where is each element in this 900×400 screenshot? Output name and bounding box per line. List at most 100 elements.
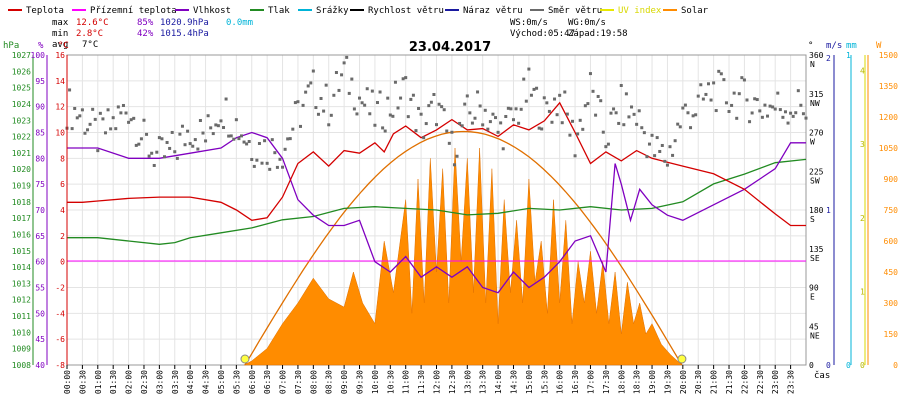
wind-dir-point <box>370 89 374 93</box>
wind-dir-point <box>658 149 662 153</box>
wind-dir-point <box>121 103 125 107</box>
wind-dir-point <box>442 108 446 112</box>
wind-dir-point <box>499 121 503 125</box>
wind-dir-point <box>558 93 562 97</box>
tick-hpa: 1020 <box>12 165 31 174</box>
wind-dir-point <box>368 112 372 116</box>
tick-solar: 450 <box>884 268 899 277</box>
wind-dir-point <box>424 122 428 126</box>
wind-dir-point <box>591 89 595 93</box>
tick-hpa: 1016 <box>12 230 31 239</box>
tick-celsius: -6 <box>55 335 65 344</box>
tick-time: 22:30 <box>756 370 765 394</box>
tick-time: 06:00 <box>248 370 257 394</box>
axis-label-solar: W <box>876 41 882 51</box>
wind-dir-point <box>496 130 500 134</box>
tick-percent: 45 <box>35 335 45 344</box>
wind-dir-point <box>209 126 213 130</box>
wind-dir-point <box>501 147 505 151</box>
wind-dir-point <box>388 113 392 117</box>
wind-dir-point <box>563 90 567 94</box>
tick-time: 19:30 <box>663 370 672 394</box>
wind-dir-point <box>627 115 631 119</box>
wind-dir-point <box>83 131 87 135</box>
tick-solar: 1350 <box>879 82 898 91</box>
legend-label-pocitova: Přízemní teplota <box>90 6 177 16</box>
wind-dir-point <box>463 102 467 106</box>
wind-dir-point <box>132 116 136 120</box>
tick-celsius: 10 <box>55 129 65 138</box>
wind-dir-point <box>714 109 718 113</box>
wind-dir-point <box>760 115 764 119</box>
wind-dir-point <box>150 151 154 155</box>
solar-area <box>243 147 683 366</box>
tick-time: 17:00 <box>586 370 595 394</box>
wind-dir-point <box>447 141 451 145</box>
wind-dir-point <box>640 126 644 130</box>
wind-dir-point <box>783 110 787 114</box>
tick-solar: 300 <box>884 299 899 308</box>
wind-dir-point <box>766 114 770 118</box>
wind-dir-point <box>288 137 292 141</box>
wind-dir-point <box>671 153 675 157</box>
wind-dir-point <box>517 121 521 125</box>
wind-dir-point <box>245 142 249 146</box>
wind-dir-point <box>458 121 462 125</box>
wind-dir-point <box>211 132 215 136</box>
wind-dir-point <box>440 105 444 109</box>
wind-dir-point <box>786 121 790 125</box>
wind-dir-point <box>460 124 464 128</box>
tick-celsius: 8 <box>60 154 65 163</box>
stats-max-srazky: 0.0mm <box>226 18 253 28</box>
tick-time: 07:00 <box>279 370 288 394</box>
wind-dir-point <box>465 94 469 98</box>
wind-dir-point <box>491 112 495 116</box>
wind-dir-point <box>452 163 456 167</box>
axis-label-celsius: °C <box>58 41 69 51</box>
legend-label-vlhkost: Vlhkost <box>193 6 231 16</box>
wind-dir-point <box>696 94 700 98</box>
wind-dir-point <box>753 97 757 101</box>
wind-dir-point <box>542 96 546 100</box>
tick-celsius: 16 <box>55 51 65 60</box>
wind-dir-point <box>157 136 161 140</box>
wind-dir-point <box>373 123 377 127</box>
wind-dir-point <box>481 123 485 127</box>
wind-dir-point <box>255 158 259 162</box>
tick-solar: 1200 <box>879 113 898 122</box>
wind-dir-point <box>655 136 659 140</box>
wind-dir-point <box>663 159 667 163</box>
sunrise-marker <box>240 354 250 364</box>
stats-max-vlhkost: 85% <box>137 18 154 28</box>
wind-dir-point <box>653 154 657 158</box>
wind-dir-point <box>435 123 438 127</box>
wind-direction-series <box>65 55 808 364</box>
wind-dir-point <box>93 117 97 121</box>
tick-hpa: 1009 <box>12 345 31 354</box>
tick-time: 08:00 <box>309 370 318 394</box>
tick-percent: 50 <box>35 309 45 318</box>
tick-uv: 4 <box>860 67 865 76</box>
tick-celsius: -2 <box>55 284 65 293</box>
tick-solar: 900 <box>884 175 899 184</box>
wind-dir-point <box>570 119 574 123</box>
wind-ws: WS:0m/s <box>510 18 548 28</box>
wind-dir-point <box>186 129 190 133</box>
tick-hpa: 1025 <box>12 84 31 93</box>
tick-hpa: 1011 <box>12 312 31 321</box>
tick-time: 02:00 <box>125 370 134 394</box>
wind-dir-point <box>101 117 105 121</box>
stats-min-vlhkost: 42% <box>137 29 154 39</box>
wind-dir-point <box>229 134 233 138</box>
axis-label-wind: m/s <box>826 41 842 51</box>
wind-dir-point <box>340 73 344 77</box>
wind-dir-point <box>494 116 498 120</box>
stats-max-teplota: 12.6°C <box>76 18 109 28</box>
wind-dir-point <box>504 114 508 118</box>
tick-time: 14:00 <box>494 370 503 394</box>
wind-dir-point <box>316 112 320 116</box>
wind-dir-point <box>537 126 541 130</box>
axis-label-rain: mm <box>846 41 857 51</box>
wind-dir-point <box>553 97 557 101</box>
wind-dir-point <box>599 99 603 103</box>
